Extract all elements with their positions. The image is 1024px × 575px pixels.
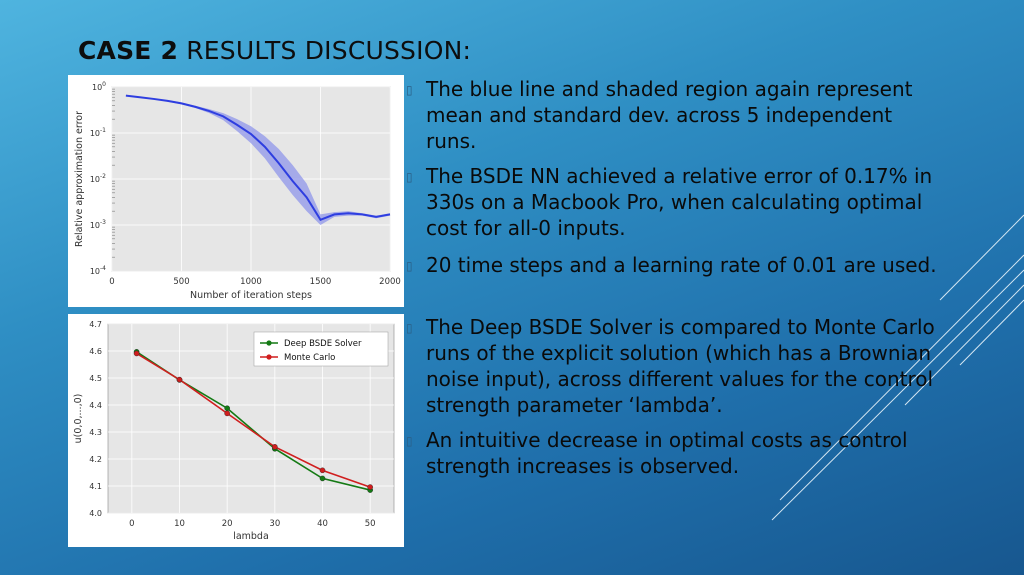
bullet-item: ▯ An intuitive decrease in optimal costs…	[406, 427, 940, 479]
legend-swatch-marker	[266, 340, 272, 346]
y-axis-label: Relative approximation error	[74, 111, 85, 247]
bullet-item: ▯ 20 time steps and a learning rate of 0…	[406, 252, 940, 278]
bullet-item: ▯ The Deep BSDE Solver is compared to Mo…	[406, 314, 940, 418]
y-tick-label: 4.5	[89, 374, 102, 383]
x-tick-label: 2000	[379, 277, 401, 287]
data-point	[133, 350, 140, 357]
data-point	[319, 475, 326, 482]
legend-label: Deep BSDE Solver	[284, 339, 362, 349]
y-axis-label: u(0,0,...,0)	[73, 394, 84, 444]
legend-box	[253, 331, 389, 367]
lambda-chart-panel: 0 10 20 30 40 50 4.7 4.6 4.5 4.4 4.3 4.2 4.1 4.0 lambd…	[68, 314, 404, 547]
mean-error-line	[125, 94, 391, 221]
legend-label: Monte Carlo	[284, 353, 335, 363]
title-rest: RESULTS DISCUSSION:	[178, 36, 472, 65]
data-point	[319, 467, 326, 474]
legend-swatch-marker	[266, 354, 272, 360]
x-tick-label: 20	[222, 519, 233, 529]
x-tick-label: 30	[269, 519, 280, 529]
x-tick-label: 10	[174, 519, 185, 529]
x-tick-label: 1500	[310, 277, 332, 287]
bullet-text: The BSDE NN achieved a relative error of…	[426, 164, 933, 240]
x-tick-label: 500	[173, 277, 189, 287]
bullet-marker-icon: ▯	[406, 259, 413, 273]
data-point	[224, 410, 230, 417]
bullet-marker-icon: ▯	[406, 434, 413, 448]
y-tick-label: 10-1	[90, 127, 106, 138]
data-point	[224, 405, 230, 412]
bullet-text: The blue line and shaded region again re…	[426, 77, 913, 153]
y-tick-label: 10-2	[90, 173, 106, 184]
y-tick-label: 4.3	[89, 428, 102, 437]
bullet-text: An intuitive decrease in optimal costs a…	[426, 428, 908, 478]
data-point	[367, 484, 373, 490]
bullet-text: The Deep BSDE Solver is compared to Mont…	[426, 315, 935, 417]
y-tick-label: 4.2	[89, 455, 102, 464]
title-bold: CASE 2	[78, 36, 179, 65]
data-point	[272, 444, 278, 450]
y-tick-label: 10-4	[90, 265, 106, 276]
bullet-item: ▯ The blue line and shaded region again …	[406, 76, 940, 154]
lambda-chart: 0 10 20 30 40 50 4.7 4.6 4.5 4.4 4.3 4.2 4.1 4.0 lambd…	[73, 320, 395, 542]
bullet-marker-icon: ▯	[406, 170, 413, 184]
y-tick-label: 10-3	[90, 219, 106, 230]
data-point	[176, 376, 183, 383]
error-chart-panel: 0 500 1000 1500 2000 100 10-1 10-2 10-3 10-4 Numbe…	[68, 75, 404, 307]
y-tick-label: 4.4	[89, 401, 102, 410]
x-tick-label: 1000	[240, 277, 262, 287]
x-tick-label: 40	[317, 519, 328, 529]
x-tick-label: 50	[365, 519, 376, 529]
x-tick-label: 0	[129, 519, 134, 529]
slide-title: CASE 2 RESULTS DISCUSSION:	[78, 36, 471, 65]
y-tick-label: 4.1	[89, 482, 102, 491]
bullet-text: 20 time steps and a learning rate of 0.0…	[426, 253, 937, 277]
series-line	[136, 352, 371, 488]
error-chart: 0 500 1000 1500 2000 100 10-1 10-2 10-3 10-4 Numbe…	[74, 81, 401, 301]
y-tick-label: 4.7	[89, 320, 102, 329]
bullet-marker-icon: ▯	[406, 83, 413, 97]
x-tick-label: 0	[109, 277, 114, 287]
x-axis-label: Number of iteration steps	[190, 290, 312, 301]
bullet-marker-icon: ▯	[406, 321, 413, 335]
y-tick-label: 100	[92, 81, 106, 92]
y-tick-label: 4.6	[89, 347, 102, 356]
y-tick-label: 4.0	[89, 509, 102, 518]
x-axis-label: lambda	[233, 531, 269, 542]
bullet-item: ▯ The BSDE NN achieved a relative error …	[406, 163, 940, 241]
